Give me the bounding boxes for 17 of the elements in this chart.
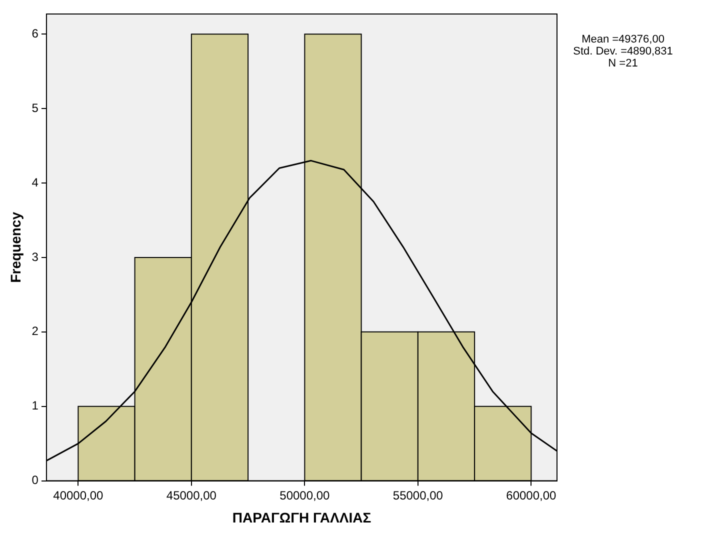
text: Mean =49376,00 (582, 34, 664, 46)
y-tick-label: 4 (32, 175, 39, 190)
y-tick-label: 1 (32, 398, 39, 413)
y-tick-label: 6 (32, 26, 39, 40)
x-tick-label: 40000,00 (53, 488, 104, 502)
x-tick-label: 60000,00 (506, 488, 557, 502)
text: Std. Dev. =4890,831 (573, 46, 673, 58)
x-tick-label: 50000,00 (280, 488, 330, 502)
text: N =21 (608, 58, 638, 70)
y-tick-label: 3 (32, 250, 39, 264)
y-tick-label: 5 (32, 100, 39, 115)
y-axis-title: Frequency (7, 212, 24, 283)
x-tick-label: 45000,00 (166, 488, 217, 502)
y-tick-label: 2 (32, 324, 39, 338)
x-axis-title: ΠΑΡΑΓΩΓΗ ΓΑΛΛΙΑΣ (232, 509, 372, 526)
x-tick-label: 55000,00 (392, 488, 444, 502)
y-tick-label: 0 (32, 473, 39, 488)
